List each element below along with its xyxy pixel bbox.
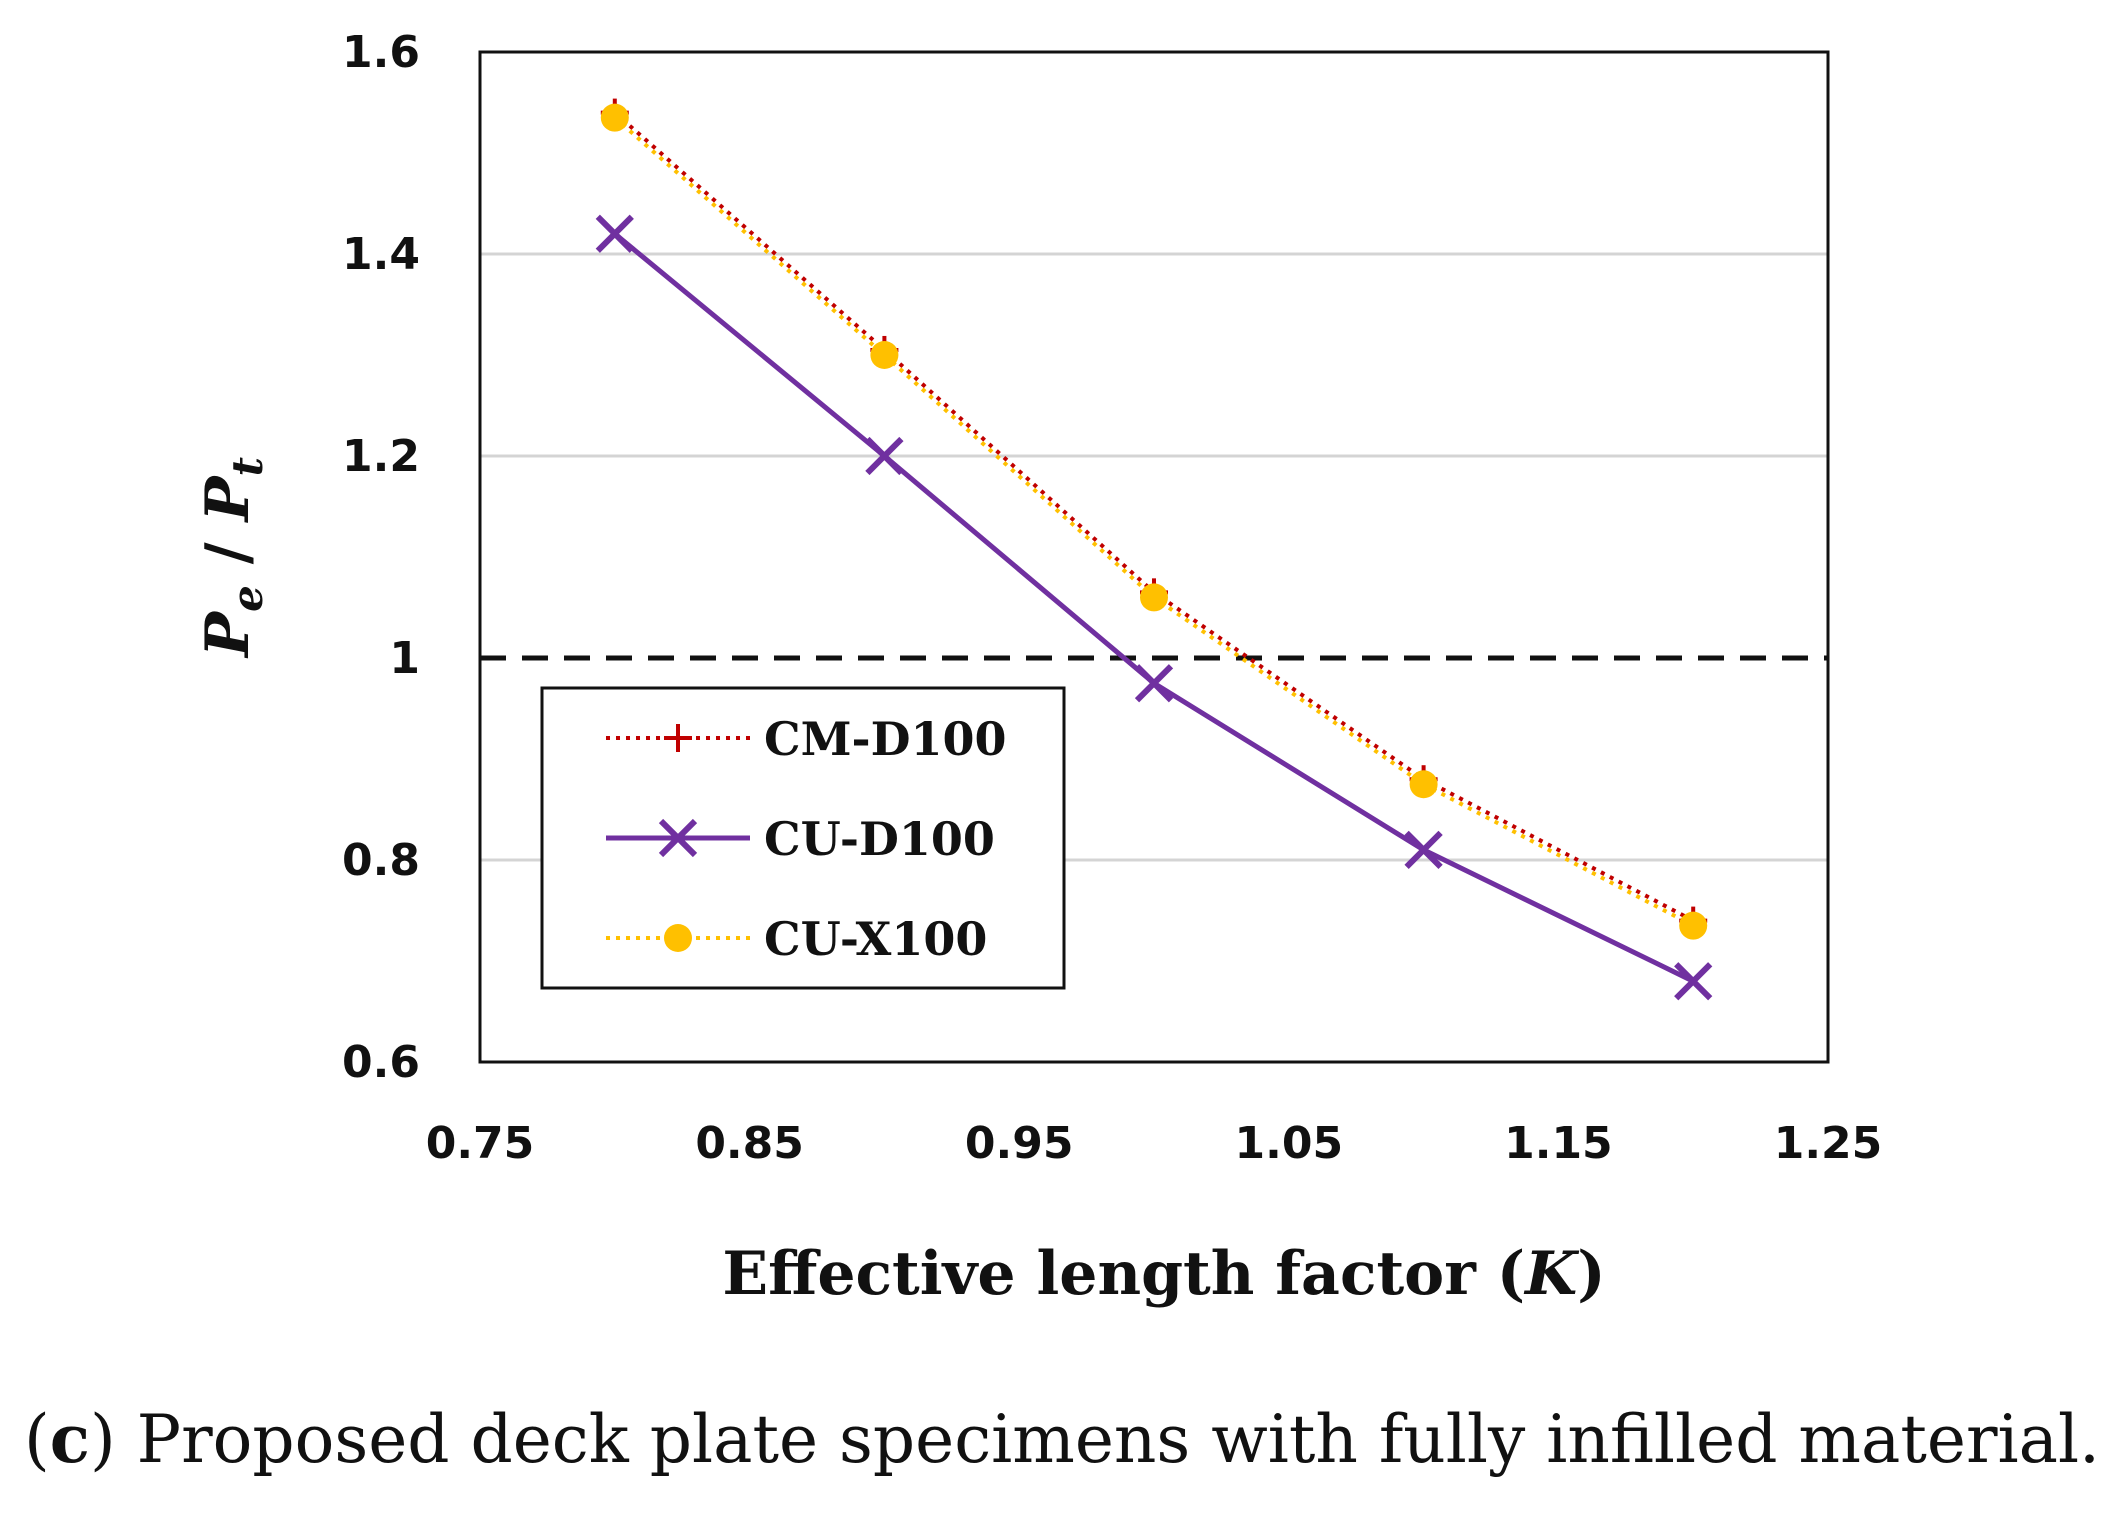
marker-circle bbox=[664, 924, 692, 952]
y-tick-label: 1.4 bbox=[342, 229, 420, 280]
x-axis-title: Effective length factor (K) bbox=[722, 1239, 1605, 1309]
marker-circle bbox=[1140, 583, 1168, 612]
figure-caption: (c) Proposed deck plate specimens with f… bbox=[24, 1400, 2104, 1478]
y-title-p2: P bbox=[193, 474, 263, 523]
marker-x bbox=[865, 436, 904, 476]
y-tick-label: 0.8 bbox=[342, 835, 420, 886]
y-tick-label: 1.6 bbox=[342, 27, 420, 78]
x-tick-label: 1.25 bbox=[1774, 1118, 1883, 1169]
caption-close: ) bbox=[89, 1401, 116, 1478]
marker-circle bbox=[870, 341, 899, 369]
marker-circle bbox=[1679, 911, 1708, 940]
x-title-main: Effective length factor ( bbox=[722, 1239, 1525, 1309]
marker-x bbox=[658, 818, 698, 858]
marker-circle bbox=[600, 103, 629, 132]
x-title-var: K bbox=[1523, 1239, 1580, 1309]
y-tick-label: 1 bbox=[389, 633, 420, 684]
legend-label: CU-D100 bbox=[764, 812, 995, 866]
legend-item-cm-d100: CM-D100 bbox=[606, 712, 1007, 766]
x-tick-label: 1.15 bbox=[1504, 1118, 1613, 1169]
tick-labels: 0.6 0.8 1 1.2 1.4 1.6 0.75 0.85 0.95 1.05 1.15 1.25 bbox=[342, 27, 1882, 1169]
x-tick-label: 0.85 bbox=[695, 1118, 804, 1169]
marker-x bbox=[1134, 664, 1174, 703]
caption-open: ( bbox=[24, 1401, 50, 1478]
y-axis-title: Pe / Pt bbox=[193, 457, 272, 659]
legend-item-cu-d100: CU-D100 bbox=[606, 812, 995, 866]
caption-text: Proposed deck plate specimens with fully… bbox=[115, 1401, 2101, 1478]
y-title-sub1: e bbox=[223, 585, 272, 612]
marker-circle bbox=[1409, 770, 1438, 799]
marker-x bbox=[1674, 962, 1713, 1001]
x-tick-label: 0.75 bbox=[426, 1118, 535, 1169]
legend-label: CU-X100 bbox=[764, 912, 987, 966]
y-tick-label: 1.2 bbox=[342, 431, 420, 482]
legend-items: CM-D100 CU-D100 CU-X100 bbox=[606, 712, 1007, 966]
y-tick-label: 0.6 bbox=[342, 1037, 420, 1088]
y-title-p1: P bbox=[193, 610, 263, 659]
legend: CM-D100 CU-D100 CU-X100 bbox=[540, 686, 1066, 990]
series-layer bbox=[595, 98, 1713, 1001]
series-cu-x100 bbox=[600, 103, 1708, 940]
marker-x bbox=[1404, 830, 1443, 870]
marker-x bbox=[595, 214, 634, 253]
series-cu-d100 bbox=[595, 214, 1713, 1001]
x-title-close: ) bbox=[1577, 1239, 1605, 1309]
x-tick-label: 0.95 bbox=[965, 1118, 1074, 1169]
y-title-sep: / bbox=[193, 521, 263, 585]
legend-label: CM-D100 bbox=[764, 712, 1007, 766]
plot-area-frame bbox=[478, 50, 1830, 1064]
y-title-sub2: t bbox=[223, 457, 272, 476]
x-tick-label: 1.05 bbox=[1235, 1118, 1344, 1169]
marker-plus bbox=[664, 724, 692, 752]
legend-item-cu-x100: CU-X100 bbox=[606, 912, 987, 966]
caption-letter: c bbox=[49, 1400, 90, 1478]
